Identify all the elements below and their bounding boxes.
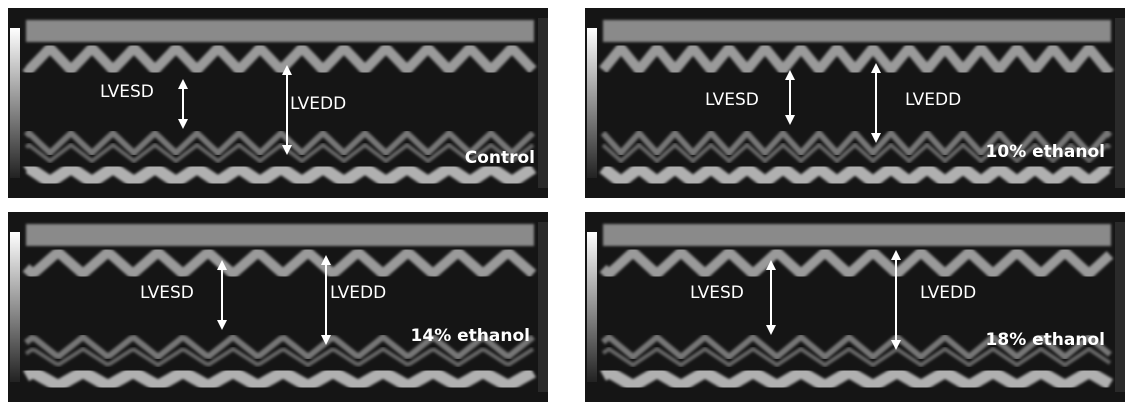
- lvesd-label: LVESD: [140, 283, 194, 303]
- grayscale-bar: [587, 28, 597, 178]
- lvesd-label: LVESD: [100, 82, 154, 102]
- lvedd-label: LVEDD: [920, 283, 976, 303]
- depth-scale: [538, 222, 548, 392]
- top-band: [603, 224, 1111, 246]
- lvesd-label: LVESD: [690, 283, 744, 303]
- grayscale-bar: [587, 232, 597, 382]
- echo-panel: LVESD LVEDD 18% ethanol: [585, 212, 1125, 402]
- grayscale-bar: [10, 28, 20, 178]
- condition-label: 18% ethanol: [986, 330, 1105, 350]
- echo-panel: LVESD LVEDD Control: [8, 8, 548, 198]
- echo-panel: LVESD LVEDD 14% ethanol: [8, 212, 548, 402]
- lvedd-label: LVEDD: [905, 90, 961, 110]
- top-band: [603, 20, 1111, 42]
- depth-scale: [1115, 222, 1125, 392]
- lvedd-label: LVEDD: [290, 94, 346, 114]
- top-band: [26, 224, 534, 246]
- top-band: [26, 20, 534, 42]
- depth-scale: [1115, 18, 1125, 188]
- lvedd-label: LVEDD: [330, 283, 386, 303]
- lvesd-label: LVESD: [705, 90, 759, 110]
- figure: LVESDLVEDDControlLVESDLVEDD10% ethanolLV…: [0, 0, 1147, 405]
- echo-panel: LVESD LVEDD 10% ethanol: [585, 8, 1125, 198]
- condition-label: 10% ethanol: [986, 142, 1105, 162]
- grayscale-bar: [10, 232, 20, 382]
- condition-label: Control: [465, 148, 535, 168]
- depth-scale: [538, 18, 548, 188]
- condition-label: 14% ethanol: [411, 326, 530, 346]
